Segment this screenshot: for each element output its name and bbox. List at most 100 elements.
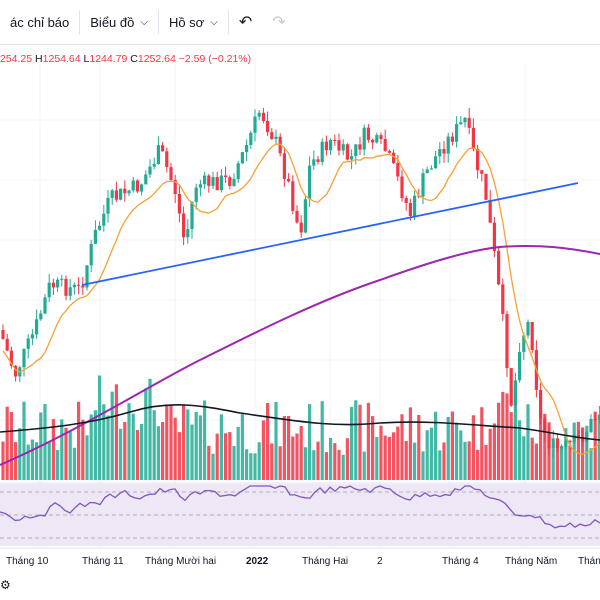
volume-bar: [408, 407, 412, 480]
volume-bar: [539, 410, 543, 480]
volume-bar: [308, 404, 312, 480]
volume-bar: [400, 414, 404, 480]
volume-bar: [421, 451, 425, 480]
candle-body: [148, 166, 152, 175]
volume-bar: [509, 412, 513, 480]
rsi-band: [0, 484, 600, 546]
candle-body: [253, 116, 257, 133]
candle-body: [102, 213, 106, 226]
candle-body: [434, 156, 438, 169]
candle-body: [173, 179, 177, 195]
candle-body: [446, 136, 450, 154]
candle-body: [358, 144, 362, 150]
candle-body: [266, 120, 270, 133]
candle-body: [589, 418, 593, 433]
x-label: Tháng 11: [82, 556, 124, 567]
volume-bar: [345, 438, 349, 480]
volume-bar: [350, 406, 354, 480]
candle-body: [140, 184, 144, 192]
candle-body: [261, 112, 265, 121]
volume-bar: [522, 436, 526, 480]
toolbar-divider: [157, 10, 159, 34]
candle-body: [539, 389, 543, 419]
volume-bar: [555, 446, 559, 480]
high-value: 1254.64: [42, 53, 81, 65]
candle-body: [270, 132, 274, 140]
volume-bar: [236, 426, 240, 480]
candle-body: [35, 319, 39, 335]
candle-body: [152, 164, 156, 167]
candle-body: [215, 177, 219, 191]
volume-bar: [366, 402, 370, 480]
profile-menu-button[interactable]: Hồ sơ ⌵: [159, 0, 228, 44]
low-label: L: [83, 53, 90, 65]
candle-body: [89, 243, 93, 266]
ma-short-line: [2, 143, 600, 455]
redo-button[interactable]: ↷: [262, 0, 295, 44]
candle-body: [39, 313, 43, 320]
volume-bar: [211, 453, 215, 480]
volume-bar: [312, 450, 316, 480]
candle-body: [299, 222, 303, 233]
volume-bar: [131, 413, 135, 480]
x-label: Tháng Hai: [302, 556, 349, 567]
candle-body: [354, 144, 358, 157]
candle-body: [30, 334, 34, 339]
volume-bar: [270, 443, 274, 480]
candle-body: [26, 338, 30, 349]
volume-bar: [64, 427, 68, 480]
candle-body: [72, 284, 76, 288]
undo-button[interactable]: ↶: [229, 0, 262, 44]
candle-body: [287, 178, 291, 182]
volume-bar: [337, 449, 341, 480]
volume-bar: [375, 437, 379, 480]
candle-body: [421, 173, 425, 197]
candle-body: [308, 165, 312, 200]
candle-body: [383, 139, 387, 151]
volume-bar: [459, 430, 463, 480]
candle-body: [211, 177, 215, 186]
candle-body: [43, 297, 47, 314]
candle-body: [413, 195, 417, 217]
volume-bar: [497, 402, 501, 480]
candle-body: [387, 150, 391, 153]
candle-body: [467, 117, 471, 128]
candle-body: [14, 365, 18, 377]
volume-bar: [287, 416, 291, 480]
chart-menu-button[interactable]: Biểu đồ ⌵: [80, 0, 158, 44]
candle-body: [98, 225, 102, 230]
volume-bar: [505, 393, 509, 480]
volume-bar: [51, 419, 55, 480]
volume-bar: [26, 444, 30, 480]
volume-bar: [434, 411, 438, 480]
volume-bar: [224, 433, 228, 480]
volume-bar: [89, 414, 93, 480]
candle-body: [245, 144, 249, 153]
x-label: 2: [377, 556, 383, 567]
volume-bar: [488, 428, 492, 480]
settings-icon[interactable]: ⚙: [0, 578, 11, 592]
volume-bar: [383, 435, 387, 480]
volume-bar: [156, 426, 160, 480]
candle-body: [333, 139, 337, 141]
volume-bar: [72, 447, 76, 480]
volume-bar: [471, 415, 475, 480]
candle-body: [135, 180, 139, 192]
candle-body: [85, 265, 89, 288]
volume-bar: [295, 433, 299, 480]
volume-bar: [77, 401, 81, 480]
x-label: Tháng 10: [6, 556, 49, 567]
candle-body: [144, 174, 148, 185]
indicators-button[interactable]: ác chỉ báo: [0, 0, 79, 44]
candle-body: [282, 153, 286, 179]
volume-bar: [127, 403, 131, 480]
volume-bar: [43, 404, 47, 480]
volume-bar: [467, 441, 471, 480]
candle-body: [362, 127, 366, 150]
profile-menu-label: Hồ sơ: [168, 14, 205, 30]
volume-bar: [140, 424, 144, 480]
volume-bar: [182, 404, 186, 480]
volume-bar: [597, 418, 600, 480]
volume-bar: [543, 413, 547, 480]
